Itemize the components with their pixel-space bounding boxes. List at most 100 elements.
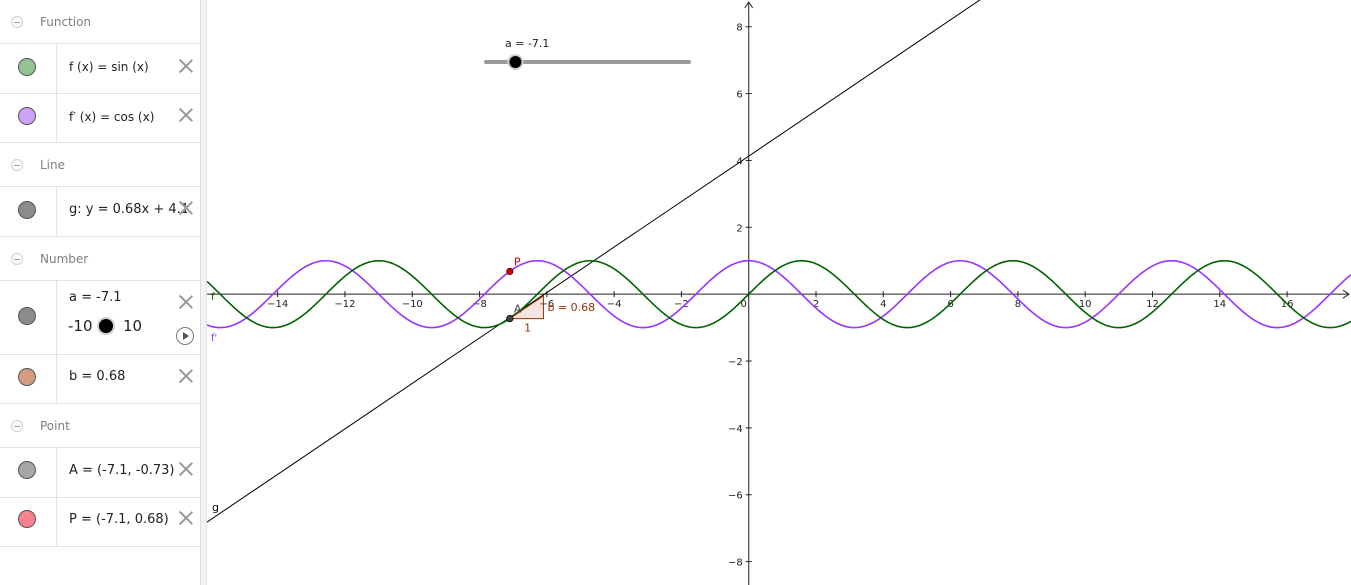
label-slope-value: b = 0.68 (547, 301, 595, 314)
y-tick-label: −4 (728, 424, 743, 435)
point-A (506, 314, 514, 323)
item-definition[interactable]: g: y = 0.68x + 4.13 (69, 202, 187, 217)
graphics-slider[interactable]: a = -7.1 (484, 37, 691, 70)
line-g (207, 0, 981, 523)
collapse-icon[interactable] (11, 253, 23, 265)
close-icon[interactable] (177, 509, 195, 527)
y-tick-label: 2 (736, 223, 742, 234)
slider-max: 10 (123, 317, 143, 335)
marble-cell (0, 187, 57, 236)
algebra-item-P[interactable]: P = (-7.1, 0.68) (0, 498, 200, 547)
x-tick-label: −4 (607, 299, 622, 310)
x-tick-label: −14 (267, 299, 288, 310)
object-labels: P Ag f f' b = 0.68 1 (211, 255, 595, 514)
x-axis-arrow (1342, 289, 1350, 299)
close-icon[interactable] (177, 293, 195, 311)
slider-knob (509, 56, 522, 68)
visibility-toggle-icon[interactable] (18, 368, 36, 386)
group-label: Line (40, 158, 66, 172)
algebra-view: Function f (x) = sin (x) f′ (x) = cos (x… (0, 0, 201, 585)
x-tick-label: 4 (880, 299, 886, 310)
close-icon[interactable] (177, 460, 195, 478)
curves[interactable] (207, 0, 1351, 523)
marble-cell (0, 498, 57, 546)
item-definition[interactable]: f′ (x) = cos (x) (69, 110, 155, 124)
axis-ticks: −14−12−10−8−6−4−20246810121416−8−6−4−224… (267, 23, 1293, 569)
algebra-item-A[interactable]: A = (-7.1, -0.73) (0, 448, 200, 498)
x-tick-label: 12 (1146, 299, 1159, 310)
marble-cell (0, 355, 57, 403)
y-axis-arrow (744, 1, 754, 9)
slope-triangle-shape (508, 294, 544, 320)
close-icon[interactable] (177, 106, 195, 124)
label-g: g (212, 501, 219, 514)
visibility-toggle-icon[interactable] (18, 58, 36, 76)
item-definition[interactable]: b = 0.68 (69, 369, 126, 384)
label-slope-run: 1 (524, 322, 531, 335)
slider-min: -10 (68, 317, 93, 335)
group-label: Point (40, 419, 70, 433)
view-divider[interactable] (201, 0, 207, 585)
collapse-icon[interactable] (11, 16, 23, 28)
curve-fprime (207, 259, 1351, 329)
marble-cell (0, 44, 57, 93)
marble-cell (0, 281, 57, 354)
group-header-point[interactable]: Point (0, 404, 200, 448)
x-tick-label: −12 (334, 299, 355, 310)
curve-f (207, 259, 1351, 329)
play-icon[interactable] (176, 327, 194, 345)
visibility-toggle-icon[interactable] (18, 307, 36, 325)
points[interactable] (506, 267, 514, 323)
group-label: Function (40, 15, 92, 29)
group-label: Number (40, 252, 89, 266)
algebra-item-b[interactable]: b = 0.68 (0, 355, 200, 404)
visibility-toggle-icon[interactable] (18, 107, 36, 125)
x-tick-label: 14 (1213, 299, 1226, 310)
group-header-function[interactable]: Function (0, 0, 200, 44)
x-tick-label: −6 (539, 299, 554, 310)
slider-knob[interactable] (99, 319, 113, 333)
x-tick-label: 2 (813, 299, 819, 310)
label-A: A (514, 303, 522, 316)
x-tick-label: 0 (741, 299, 747, 310)
marble-cell (0, 94, 57, 142)
y-tick-label: 8 (736, 23, 742, 34)
number-slider[interactable]: -10 10 (68, 317, 178, 337)
item-definition[interactable]: f (x) = sin (x) (69, 60, 149, 74)
close-icon[interactable] (177, 199, 195, 217)
x-tick-label: −2 (674, 299, 689, 310)
y-tick-label: −6 (728, 491, 743, 502)
marble-cell (0, 448, 57, 497)
close-icon[interactable] (177, 57, 195, 75)
x-tick-label: 10 (1079, 299, 1092, 310)
x-tick-label: 8 (1015, 299, 1021, 310)
group-header-line[interactable]: Line (0, 143, 200, 187)
item-definition[interactable]: a = -7.1 (69, 290, 122, 305)
graphics-view[interactable]: −14−12−10−8−6−4−20246810121416−8−6−4−224… (207, 0, 1351, 585)
visibility-toggle-icon[interactable] (18, 201, 36, 219)
close-icon[interactable] (177, 367, 195, 385)
x-tick-label: −8 (472, 299, 487, 310)
item-definition[interactable]: P = (-7.1, 0.68) (69, 512, 169, 527)
item-definition[interactable]: A = (-7.1, -0.73) (69, 463, 175, 478)
group-header-number[interactable]: Number (0, 237, 200, 281)
y-tick-label: 6 (736, 90, 742, 101)
point-P (506, 267, 514, 276)
slider-label: a = -7.1 (505, 37, 549, 50)
collapse-icon[interactable] (11, 159, 23, 171)
graphics-canvas[interactable]: −14−12−10−8−6−4−20246810121416−8−6−4−224… (207, 0, 1351, 585)
visibility-toggle-icon[interactable] (18, 510, 36, 528)
slope-triangle[interactable] (508, 294, 544, 320)
label-fprime: f' (211, 333, 217, 344)
algebra-item-g[interactable]: g: y = 0.68x + 4.13 (0, 187, 200, 237)
collapse-icon[interactable] (11, 420, 23, 432)
x-tick-label: 6 (947, 299, 953, 310)
label-f: f (211, 292, 215, 303)
x-tick-label: −10 (402, 299, 423, 310)
algebra-item-f[interactable]: f (x) = sin (x) (0, 44, 200, 94)
visibility-toggle-icon[interactable] (18, 461, 36, 479)
label-P: P (514, 255, 521, 268)
y-tick-label: −2 (728, 357, 743, 368)
algebra-item-a[interactable]: a = -7.1 -10 10 (0, 281, 200, 355)
algebra-item-fprime[interactable]: f′ (x) = cos (x) (0, 94, 200, 143)
